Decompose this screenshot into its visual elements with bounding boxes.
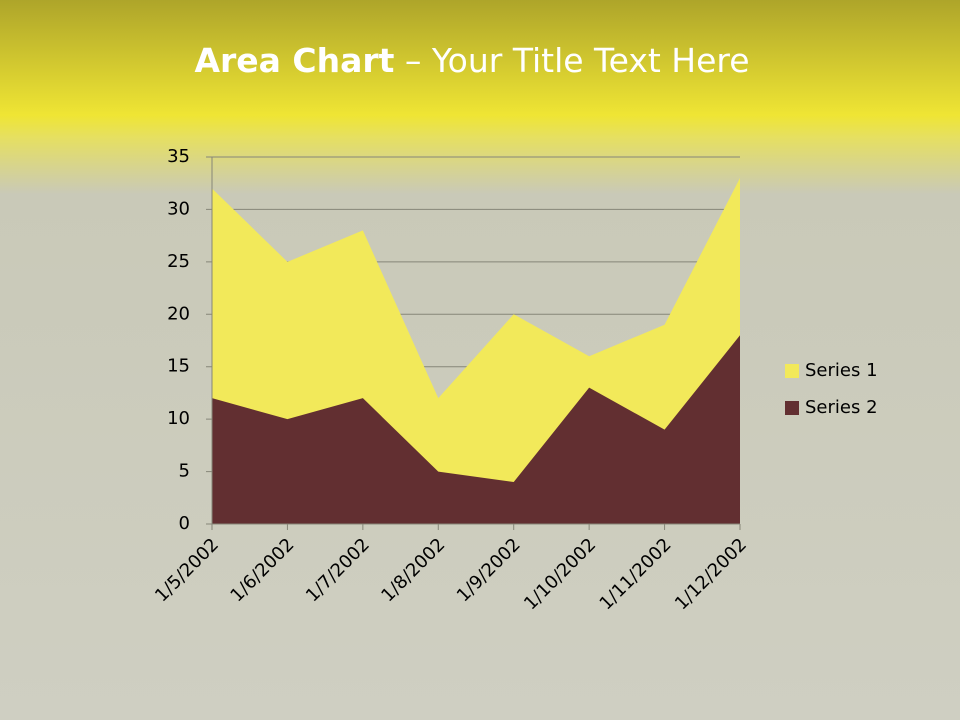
legend-swatch <box>785 364 799 378</box>
y-tick-label: 25 <box>167 251 190 272</box>
legend-swatch <box>785 401 799 415</box>
y-tick-label: 5 <box>179 461 190 482</box>
y-tick-label: 0 <box>179 513 190 534</box>
area <box>212 335 740 524</box>
y-tick-label: 30 <box>167 198 190 219</box>
y-tick-label: 15 <box>167 356 190 377</box>
legend-label: Series 2 <box>805 397 878 418</box>
y-tick-label: 20 <box>167 303 190 324</box>
y-tick-label: 35 <box>167 146 190 167</box>
title-bold: Area Chart <box>194 41 394 80</box>
y-tick-label: 10 <box>167 408 190 429</box>
title-rest: – Your Title Text Here <box>405 41 750 80</box>
slide-title: Area Chart – Your Title Text Here <box>194 41 749 80</box>
legend-label: Series 1 <box>805 360 878 381</box>
